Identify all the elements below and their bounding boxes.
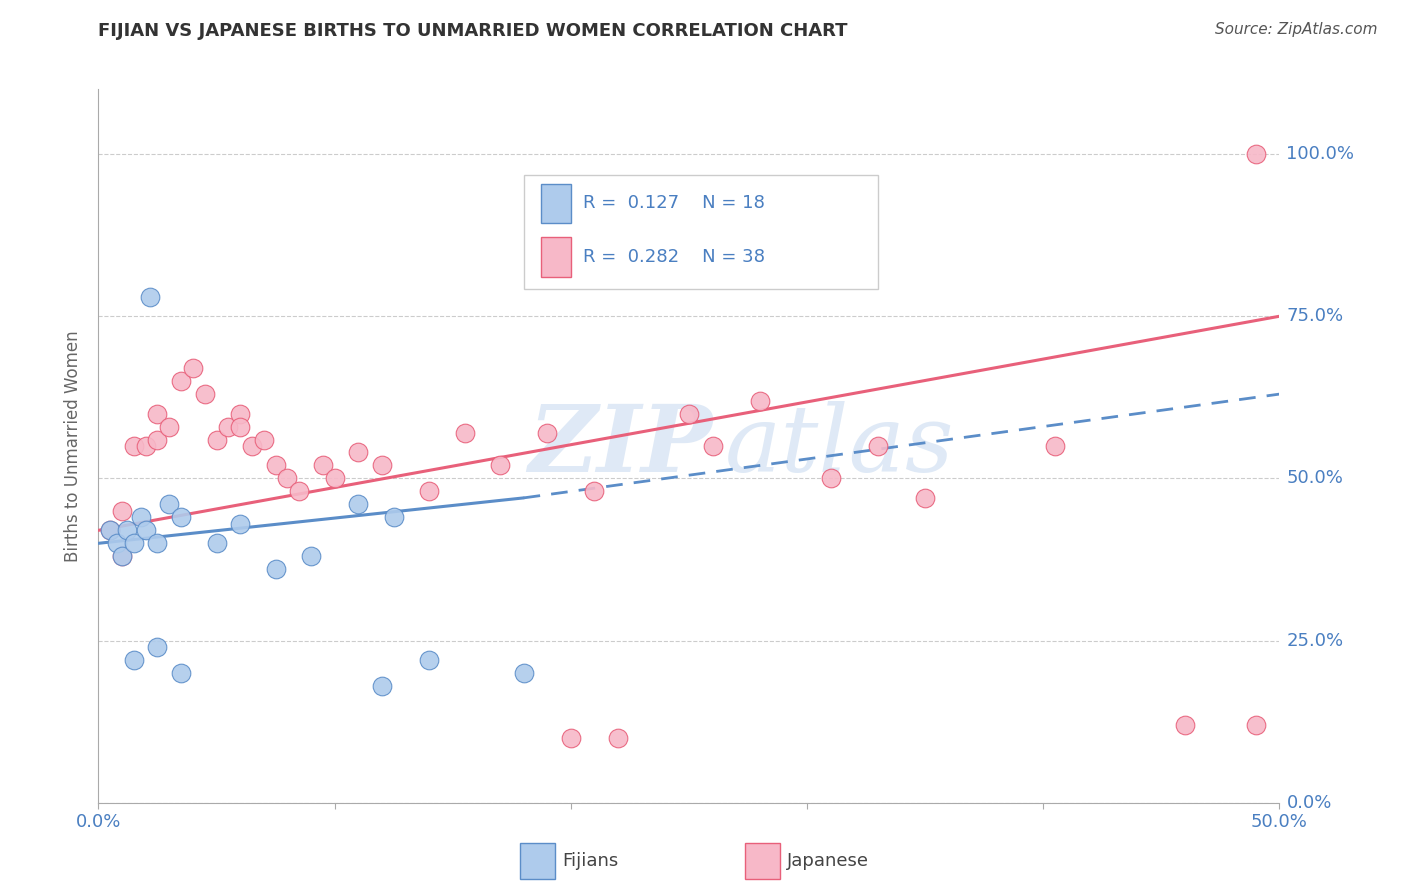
Text: R =  0.282    N = 38: R = 0.282 N = 38: [582, 248, 765, 266]
Point: [583, 484, 606, 499]
Point: [122, 439, 145, 453]
Point: [866, 439, 889, 453]
Point: [139, 290, 162, 304]
Point: [170, 510, 193, 524]
Text: 75.0%: 75.0%: [1286, 307, 1344, 326]
Point: [135, 439, 157, 453]
Y-axis label: Births to Unmarried Women: Births to Unmarried Women: [65, 330, 83, 562]
Point: [678, 407, 700, 421]
Point: [98, 524, 121, 538]
Point: [157, 497, 180, 511]
Point: [105, 536, 128, 550]
Point: [371, 458, 394, 473]
Point: [264, 458, 287, 473]
Text: atlas: atlas: [724, 401, 953, 491]
Point: [129, 510, 152, 524]
Point: [98, 524, 121, 538]
Text: 100.0%: 100.0%: [1286, 145, 1354, 163]
Point: [170, 374, 193, 388]
Point: [288, 484, 311, 499]
Point: [229, 516, 252, 531]
Text: 0.0%: 0.0%: [1286, 794, 1331, 812]
Point: [323, 471, 346, 485]
Point: [146, 640, 169, 654]
Point: [146, 433, 169, 447]
Point: [512, 666, 534, 681]
Text: Japanese: Japanese: [787, 852, 869, 870]
Point: [157, 419, 180, 434]
Point: [299, 549, 322, 564]
Point: [347, 445, 370, 459]
Point: [264, 562, 287, 576]
Text: 25.0%: 25.0%: [1286, 632, 1344, 649]
Point: [560, 731, 582, 745]
Point: [205, 536, 228, 550]
Text: Fijians: Fijians: [562, 852, 619, 870]
Point: [194, 387, 217, 401]
Point: [820, 471, 842, 485]
Point: [1244, 147, 1267, 161]
Point: [115, 524, 138, 538]
Point: [229, 407, 252, 421]
Point: [1244, 718, 1267, 732]
Point: [276, 471, 298, 485]
Point: [382, 510, 405, 524]
Point: [146, 407, 169, 421]
Point: [453, 425, 475, 440]
Text: Source: ZipAtlas.com: Source: ZipAtlas.com: [1215, 22, 1378, 37]
Point: [253, 433, 276, 447]
Point: [702, 439, 724, 453]
Point: [489, 458, 512, 473]
FancyBboxPatch shape: [541, 237, 571, 277]
Text: FIJIAN VS JAPANESE BIRTHS TO UNMARRIED WOMEN CORRELATION CHART: FIJIAN VS JAPANESE BIRTHS TO UNMARRIED W…: [98, 22, 848, 40]
Point: [111, 504, 134, 518]
Point: [111, 549, 134, 564]
Point: [135, 524, 157, 538]
Point: [170, 666, 193, 681]
Point: [122, 653, 145, 667]
FancyBboxPatch shape: [541, 184, 571, 223]
Point: [748, 393, 770, 408]
Point: [914, 491, 936, 505]
Text: R =  0.127    N = 18: R = 0.127 N = 18: [582, 194, 765, 212]
Text: ZIP: ZIP: [529, 401, 713, 491]
Point: [371, 679, 394, 693]
Point: [205, 433, 228, 447]
Point: [347, 497, 370, 511]
Point: [312, 458, 335, 473]
Point: [536, 425, 558, 440]
Point: [146, 536, 169, 550]
Point: [217, 419, 239, 434]
Point: [1174, 718, 1197, 732]
Point: [111, 549, 134, 564]
FancyBboxPatch shape: [523, 175, 877, 289]
Point: [122, 536, 145, 550]
Point: [418, 484, 440, 499]
Point: [1043, 439, 1066, 453]
Point: [181, 361, 204, 376]
Text: 50.0%: 50.0%: [1286, 469, 1343, 487]
Point: [229, 419, 252, 434]
Point: [418, 653, 440, 667]
Point: [240, 439, 263, 453]
Point: [607, 731, 630, 745]
